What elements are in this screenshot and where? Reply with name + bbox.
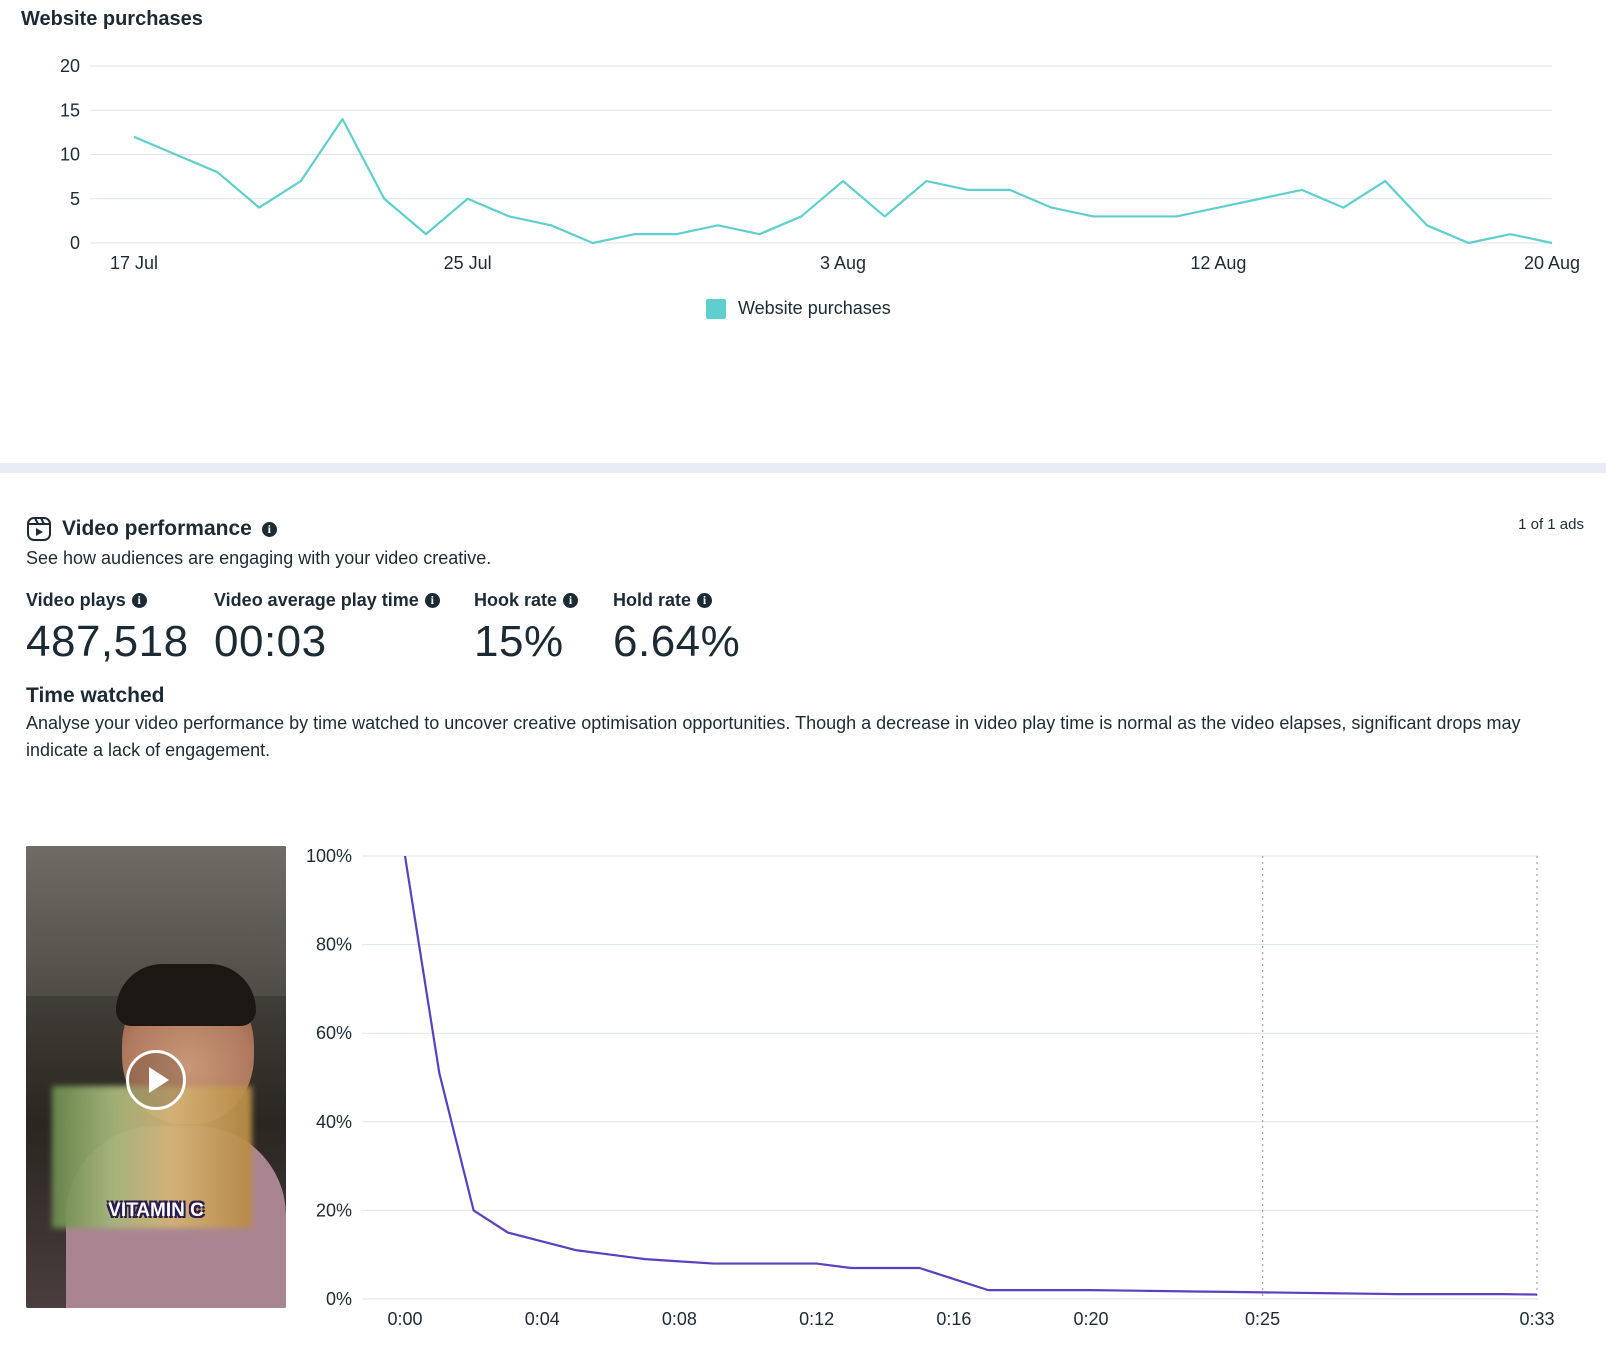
legend-label: Website purchases (738, 298, 891, 318)
y-tick-label: 0 (70, 233, 80, 253)
metric-value: 6.64% (613, 617, 741, 666)
purchases-chart-title: Website purchases (21, 8, 203, 30)
purchases-legend[interactable]: Website purchases (706, 298, 891, 319)
y-tick-label: 5 (70, 189, 80, 209)
thumbnail-caption: VITAMIN C (108, 1200, 204, 1221)
video-reel-icon (27, 517, 51, 541)
y-tick-label: 20 (60, 56, 80, 76)
metric-hold-rate: Hold rate i 6.64% (613, 590, 740, 667)
video-performance-subtitle: See how audiences are engaging with your… (26, 548, 492, 568)
x-tick-label: 0:08 (662, 1309, 697, 1329)
video-performance-header: Video performance i (26, 516, 277, 542)
y-tick-label: 100% (306, 846, 352, 866)
y-tick-label: 20% (316, 1200, 352, 1220)
video-thumbnail[interactable]: VITAMIN C (26, 846, 286, 1308)
x-tick-label: 0:16 (936, 1309, 971, 1329)
x-tick-label: 0:12 (799, 1309, 834, 1329)
y-tick-label: 0% (326, 1289, 352, 1309)
y-tick-label: 15 (60, 100, 80, 120)
x-tick-label: 3 Aug (820, 253, 866, 273)
info-icon[interactable]: i (131, 593, 147, 608)
metric-value: 487,518 (26, 617, 189, 666)
x-tick-label: 25 Jul (444, 253, 492, 273)
legend-swatch (706, 298, 726, 319)
y-tick-label: 80% (316, 935, 352, 955)
metric-value: 00:03 (214, 617, 327, 666)
metric-label: Video plays (26, 590, 126, 610)
video-performance-title: Video performance (62, 517, 252, 540)
play-icon (149, 1067, 169, 1093)
x-tick-label: 0:04 (525, 1309, 560, 1329)
info-icon[interactable]: i (563, 593, 579, 608)
y-tick-label: 40% (316, 1112, 352, 1132)
y-tick-label: 10 (60, 145, 80, 165)
metric-label: Hold rate (613, 590, 692, 610)
play-button[interactable] (126, 1050, 186, 1110)
metric-average-play-time: Video average play time i 00:03 (214, 590, 440, 667)
thumbnail-person-hair (116, 964, 256, 1026)
ads-count: 1 of 1 ads (1518, 516, 1584, 533)
info-icon[interactable]: i (424, 593, 440, 608)
section-divider (0, 463, 1606, 473)
y-tick-label: 60% (316, 1023, 352, 1043)
time-watched-title: Time watched (26, 684, 165, 707)
info-icon[interactable]: i (261, 521, 277, 537)
metric-value: 15% (474, 617, 564, 666)
x-tick-label: 0:00 (387, 1309, 422, 1329)
x-tick-label: 0:20 (1074, 1309, 1109, 1329)
x-tick-label: 20 Aug (1524, 253, 1580, 273)
series-line (403, 855, 1538, 1296)
metric-video-plays: Video plays i 487,518 (26, 590, 189, 667)
metric-hook-rate: Hook rate i 15% (474, 590, 579, 667)
metric-label: Video average play time (214, 590, 419, 610)
info-icon[interactable]: i (697, 593, 713, 608)
time-watched-description: Analyse your video performance by time w… (26, 713, 1521, 760)
x-tick-label: 12 Aug (1190, 253, 1246, 273)
metric-label: Hook rate (474, 590, 558, 610)
x-tick-label: 0:33 (1519, 1309, 1554, 1329)
x-tick-label: 0:25 (1245, 1309, 1280, 1329)
x-tick-label: 17 Jul (110, 253, 158, 273)
purchases-line-chart: 0 5 10 15 20 17 Jul 25 Jul 3 Aug 12 Aug 20 Aug (60, 56, 1580, 273)
